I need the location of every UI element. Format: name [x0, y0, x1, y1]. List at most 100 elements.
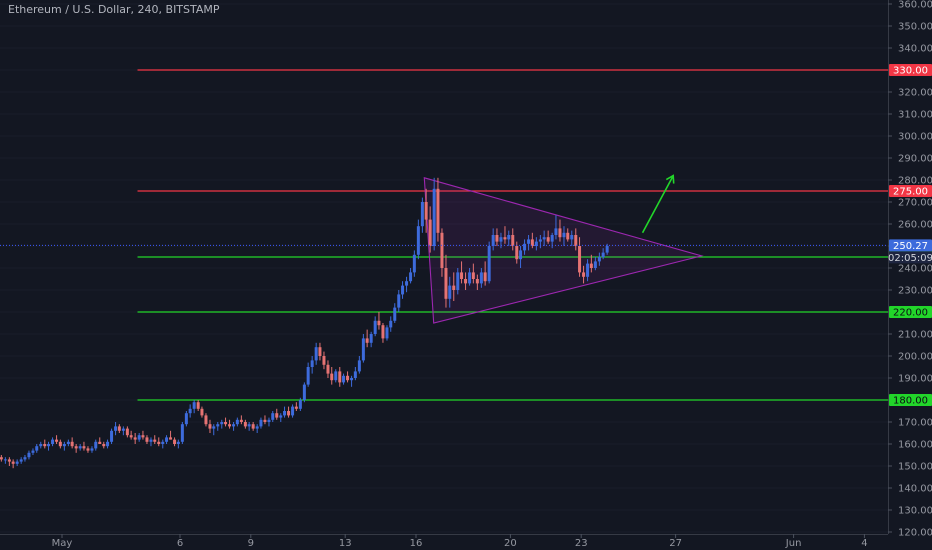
arrow-head[interactable]	[665, 174, 675, 184]
candle-up	[259, 417, 263, 429]
candle-body	[176, 441, 180, 444]
candle-body	[35, 446, 39, 451]
candle-up	[161, 439, 165, 449]
candle-body	[279, 415, 283, 418]
candle-body	[106, 441, 110, 447]
candle-body	[102, 444, 106, 447]
candle-body	[121, 428, 125, 431]
candle-body	[3, 459, 7, 461]
candle-down	[471, 263, 475, 284]
countdown-tag: 02:05:09	[888, 253, 932, 264]
candle-body	[578, 246, 582, 273]
candle-body	[405, 281, 409, 286]
last-price-tag-bg	[889, 239, 932, 252]
candle-up	[137, 433, 141, 442]
candle-body	[357, 360, 361, 372]
candle-up	[35, 444, 39, 453]
candle-body	[208, 424, 212, 429]
candle-down	[82, 441, 86, 451]
candle-up	[149, 437, 153, 447]
candle-down	[43, 439, 47, 449]
candle-body	[39, 444, 43, 447]
candle-down	[157, 437, 161, 447]
candle-up	[302, 382, 306, 403]
candle-body	[180, 424, 184, 442]
candle-body	[90, 448, 94, 451]
candle-down	[511, 228, 515, 251]
price-tick-label: 290.00	[898, 154, 932, 165]
candle-body	[385, 327, 389, 339]
candle-down	[530, 232, 534, 249]
candle-up	[291, 404, 295, 418]
candle-body	[381, 325, 385, 339]
price-tick-label: 260.00	[898, 220, 932, 231]
candle-up	[310, 356, 314, 374]
symmetrical-triangle[interactable]	[423, 177, 704, 324]
candle-up	[385, 325, 389, 341]
candle-body	[137, 435, 141, 440]
price-tick-label: 320.00	[898, 88, 932, 99]
candle-series	[0, 177, 609, 469]
candle-body	[511, 235, 515, 246]
candle-body	[216, 424, 220, 427]
candle-up	[184, 411, 188, 427]
candle-up	[401, 281, 405, 299]
candle-down	[0, 455, 3, 462]
candle-body	[397, 294, 401, 308]
candle-body	[593, 261, 597, 268]
horizontal-levels[interactable]	[137, 69, 888, 401]
candle-body	[283, 411, 287, 416]
candle-body	[527, 239, 531, 244]
breakout-arrow[interactable]	[641, 174, 675, 234]
candle-body	[550, 235, 554, 242]
candle-up	[23, 455, 27, 462]
candle-down	[322, 351, 326, 370]
candle-body	[314, 347, 318, 361]
candle-up	[562, 226, 566, 246]
candle-up	[114, 422, 118, 436]
candle-down	[558, 219, 562, 242]
resistance-price-tag: 330.00	[893, 66, 928, 77]
candle-up	[538, 235, 542, 249]
candle-up	[605, 243, 609, 255]
candle-down	[98, 437, 102, 444]
candle-body	[7, 459, 11, 462]
candle-down	[365, 329, 369, 348]
candle-down	[173, 437, 177, 447]
candle-down	[582, 265, 586, 284]
candle-body	[452, 285, 456, 290]
candle-down	[460, 261, 464, 284]
candle-down	[326, 360, 330, 378]
time-axis[interactable]: May 6 9 13 16 20 23 27 Jun 4	[0, 534, 888, 549]
candle-up	[342, 373, 346, 385]
candle-body	[200, 408, 204, 416]
candle-down	[444, 254, 448, 308]
candle-body	[114, 426, 118, 431]
price-tick-label: 350.00	[898, 22, 932, 33]
arrow-shaft[interactable]	[641, 175, 674, 234]
candle-body	[468, 272, 472, 284]
candle-body	[74, 446, 78, 449]
candle-down	[141, 430, 145, 440]
support-price-tag: 180.00	[893, 396, 928, 407]
candle-down	[11, 459, 15, 469]
candle-body	[369, 334, 373, 343]
triangle-pattern[interactable]	[423, 177, 704, 324]
time-tick-label: 16	[410, 538, 423, 549]
candle-up	[542, 230, 546, 246]
candle-body	[346, 375, 350, 381]
candle-up	[534, 237, 538, 251]
candle-body	[597, 257, 601, 262]
candle-body	[62, 444, 66, 447]
candle-body	[129, 435, 133, 438]
candle-body	[460, 272, 464, 279]
candle-down	[102, 441, 106, 449]
candle-down	[428, 206, 432, 253]
candle-body	[330, 373, 334, 381]
candle-up	[456, 268, 460, 295]
time-tick-label: 9	[248, 538, 254, 549]
candle-up	[554, 215, 558, 240]
candle-body	[574, 235, 578, 246]
candle-body	[220, 422, 224, 425]
